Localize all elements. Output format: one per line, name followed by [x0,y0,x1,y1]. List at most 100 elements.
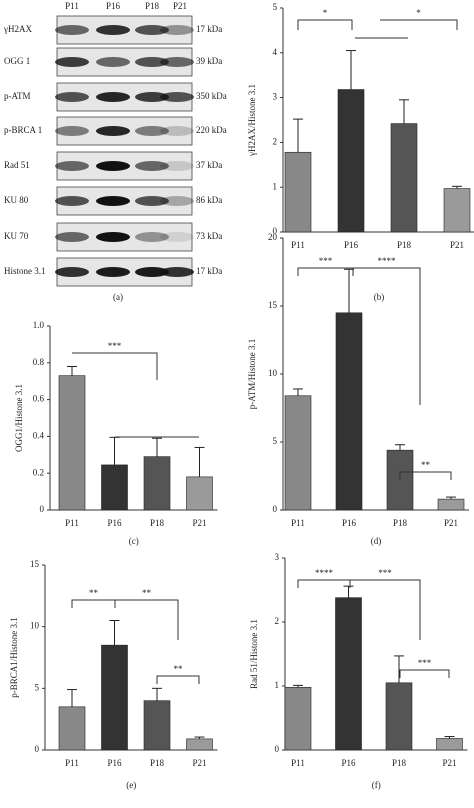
y-tick-label: 2 [273,136,278,146]
band [96,161,130,171]
protein-label: γH2AX [3,24,32,34]
lane-label: P18 [145,1,160,11]
bar [58,375,86,511]
band [135,267,169,277]
band [160,161,194,171]
significance-bracket [71,599,116,608]
x-tick-label: P21 [442,758,456,768]
band [55,57,89,67]
x-tick-label: P21 [450,240,464,250]
y-tick-label: 2 [275,616,280,626]
x-tick-label: P16 [342,518,357,528]
significance-label: *** [418,658,432,668]
y-axis-label: Rad 51/Histone 3.1 [249,619,259,689]
y-tick-label: 0 [35,744,40,754]
y-tick-label: 15 [268,300,278,310]
band [96,25,130,35]
band [135,25,169,35]
significance-bracket [156,675,200,684]
y-tick-label: 1 [275,680,280,690]
y-tick-label: 0 [273,226,278,236]
y-tick-label: 1 [273,181,278,191]
band [96,267,130,277]
significance-label: **** [378,256,397,266]
band [96,232,130,242]
y-tick-label: 5 [273,436,278,446]
y-tick-label: 5 [35,682,40,692]
significance-bracket [297,267,354,276]
y-tick-label: 0.2 [33,467,44,477]
band [55,232,89,242]
significance-bracket [399,471,452,480]
band [160,267,194,277]
band [135,92,169,102]
y-tick-label: 0 [275,744,280,754]
caption: (d) [371,536,382,546]
y-tick-label: 3 [275,552,280,562]
caption: (e) [126,780,136,790]
significance-label: ** [174,664,184,674]
bar [284,686,312,751]
protein-label: KU 70 [4,231,29,241]
band [96,57,130,67]
band [96,92,130,102]
band [135,161,169,171]
significance-bracket [297,579,351,588]
x-tick-label: P11 [291,758,305,768]
significance-label: *** [319,256,333,266]
x-tick-label: P21 [192,758,206,768]
size-label: 86 kDa [196,195,222,205]
caption: (f) [372,780,381,790]
x-tick-label: P21 [444,518,458,528]
band [160,232,194,242]
x-tick-label: P18 [392,758,407,768]
significance-label: ** [142,588,152,598]
size-label: 220 kDa [196,125,227,135]
bar [58,706,86,751]
y-tick-label: 0.4 [33,430,45,440]
protein-label: KU 80 [4,195,29,205]
significance-label: * [416,8,421,18]
x-tick-label: P18 [397,240,412,250]
protein-label: p-BRCA 1 [4,125,42,135]
band [135,232,169,242]
x-tick-label: P16 [341,758,356,768]
significance-label: * [323,8,328,18]
band [55,161,89,171]
bar [337,89,365,233]
significance-label: *** [378,568,392,578]
band [135,196,169,206]
significance-label: **** [315,568,334,578]
size-label: 17 kDa [196,24,222,34]
y-tick-label: 15 [30,559,40,569]
bar [437,498,465,511]
lane-label: P16 [106,1,121,11]
x-tick-label: P21 [192,518,206,528]
bar [186,738,213,751]
significance-bracket [380,19,458,30]
y-tick-label: 10 [268,368,278,378]
band [160,196,194,206]
y-tick-label: 10 [30,621,40,631]
caption: (a) [113,292,123,302]
band [160,126,194,136]
protein-label: p-ATM [4,91,31,101]
x-tick-label: P11 [291,518,305,528]
y-tick-label: 0 [40,504,45,514]
caption: (b) [374,292,385,302]
bar [386,449,414,511]
y-tick-label: 0.8 [33,357,45,367]
bar [335,597,362,751]
band [135,126,169,136]
y-tick-label: 0.6 [33,394,45,404]
y-tick-label: 0 [273,504,278,514]
x-tick-label: P18 [150,518,165,528]
y-axis-label: OGG1/Histone 3.1 [14,384,24,452]
y-tick-label: 4 [273,47,278,57]
bar [390,123,418,233]
band [55,196,89,206]
caption: (c) [129,536,139,546]
protein-label: OGG 1 [4,56,30,66]
band [160,92,194,102]
